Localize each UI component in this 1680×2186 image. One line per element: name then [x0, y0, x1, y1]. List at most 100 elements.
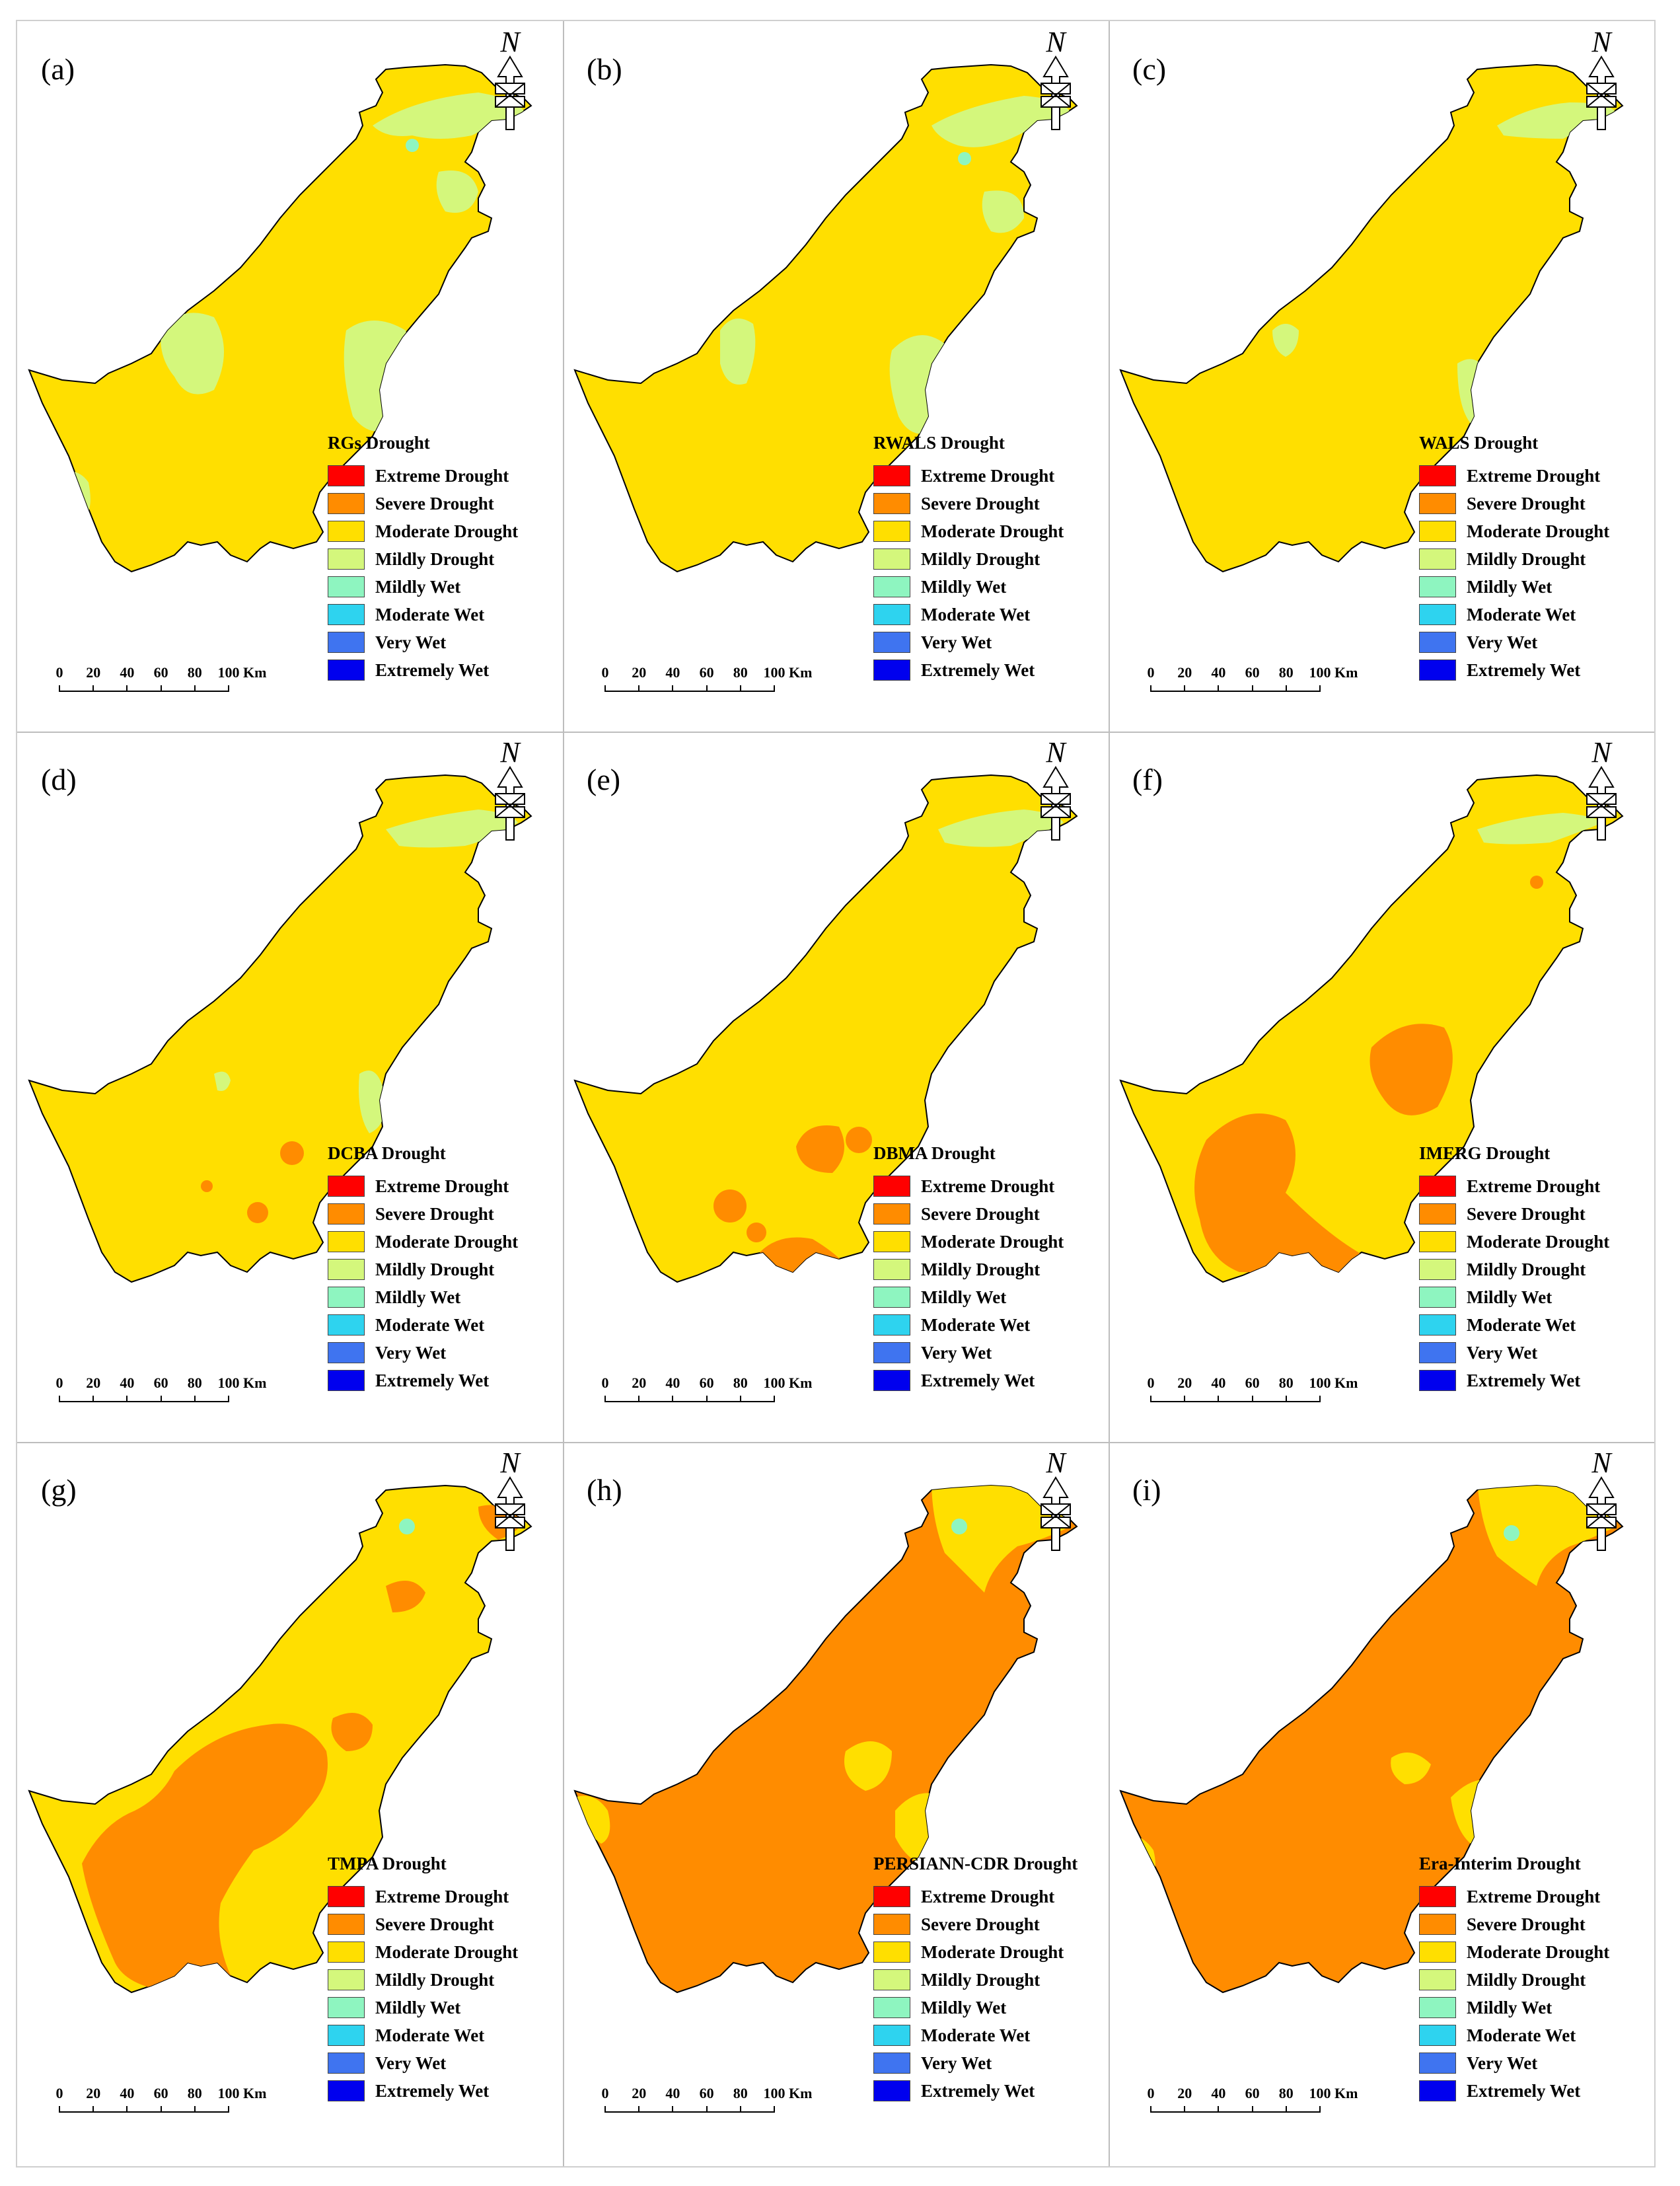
- legend-label: Extreme Drought: [375, 465, 509, 486]
- scale-tick-label: 20: [632, 1375, 647, 1391]
- legend-swatch: [328, 1914, 365, 1935]
- scale-tick: [59, 1396, 60, 1402]
- scale-tick: [1218, 685, 1220, 692]
- legend-label: Moderate Wet: [375, 1314, 485, 1335]
- legend-label: Mildly Wet: [921, 576, 1007, 597]
- map-panel-b: (b) N RWALS Drought Extreme Drought Severe D…: [562, 20, 1107, 730]
- scale-tick-label: 40: [120, 1375, 135, 1391]
- map-panel-i: (i) N Era-Interim Drought Extreme Drought Se…: [1107, 1441, 1653, 2151]
- legend-swatch: [873, 1231, 910, 1252]
- north-arrow-icon: N: [484, 734, 536, 847]
- scale-unit: Km: [789, 1375, 813, 1391]
- scale-tick-label: 80: [733, 664, 748, 681]
- scale-tick-label: 20: [86, 1375, 101, 1391]
- legend-item: Mildly Drought: [1419, 1256, 1644, 1283]
- legend-label: Mildly Wet: [375, 1997, 461, 2017]
- drought-zone: [931, 96, 1070, 147]
- legend-item: Extremely Wet: [328, 656, 552, 684]
- legend-item: Severe Drought: [873, 1910, 1098, 1938]
- legend-title: RGs Drought: [328, 433, 430, 453]
- scale-tick: [1150, 2106, 1151, 2113]
- drought-zone: [747, 1223, 766, 1242]
- scale-tick-label: 20: [1177, 2085, 1192, 2101]
- legend-label: Moderate Drought: [375, 1231, 519, 1252]
- legend-item: Severe Drought: [328, 1200, 552, 1228]
- scale-bar: 0 20 40 60 80 100 Km: [1146, 1375, 1383, 1414]
- legend-swatch: [328, 1176, 365, 1197]
- legend-item: Mildly Wet: [328, 1283, 552, 1311]
- scale-tick-label: 100: [763, 664, 785, 681]
- legend-item: Moderate Wet: [873, 601, 1098, 628]
- legend-label: Moderate Drought: [375, 1941, 519, 1962]
- legend-swatch: [1419, 521, 1456, 542]
- legend-swatch: [873, 465, 910, 486]
- legend-label: Extreme Drought: [1467, 1176, 1601, 1196]
- panel-label: (h): [587, 1473, 622, 1507]
- drought-zone: [951, 1519, 967, 1534]
- legend-swatch: [1419, 548, 1456, 570]
- legend-label: Very Wet: [1467, 632, 1538, 652]
- legend-label: Moderate Wet: [375, 2025, 485, 2045]
- legend-swatch: [1419, 632, 1456, 653]
- scale-tick-label: 20: [632, 664, 647, 681]
- grid-divider-vertical: [1109, 21, 1110, 2166]
- legend-label: Moderate Drought: [921, 1231, 1064, 1252]
- scale-tick-label: 40: [1211, 664, 1226, 681]
- scale-bar-line: [59, 2111, 229, 2113]
- legend-swatch: [873, 1997, 910, 2018]
- legend-item: Moderate Drought: [873, 1228, 1098, 1256]
- legend-item: Extremely Wet: [873, 2077, 1098, 2105]
- scale-tick: [160, 685, 162, 692]
- scale-tick: [774, 1396, 775, 1402]
- drought-zone: [982, 190, 1024, 233]
- scale-bar-line: [1151, 691, 1320, 692]
- legend-swatch: [328, 1969, 365, 1990]
- panel-label: (b): [587, 52, 622, 86]
- legend-label: Extremely Wet: [375, 660, 490, 680]
- legend-label: Very Wet: [1467, 1342, 1538, 1363]
- scale-tick-label: 100: [763, 1375, 785, 1391]
- legend-swatch: [1419, 1370, 1456, 1391]
- legend-item: Moderate Wet: [328, 2021, 552, 2049]
- legend-swatch: [873, 493, 910, 514]
- legend-item: Very Wet: [328, 2049, 552, 2077]
- legend-swatch: [328, 2025, 365, 2046]
- legend-label: Extremely Wet: [375, 1370, 490, 1390]
- legend-swatch: [1419, 1176, 1456, 1197]
- scale-tick-label: 60: [1245, 664, 1260, 681]
- legend-label: Severe Drought: [921, 1914, 1040, 1934]
- legend-label: Severe Drought: [1467, 493, 1586, 513]
- legend-label: Severe Drought: [1467, 1914, 1586, 1934]
- legend-label: Very Wet: [375, 632, 447, 652]
- scale-bar-line: [605, 1401, 774, 1402]
- legend-item: Severe Drought: [1419, 490, 1644, 517]
- scale-bar-line: [605, 2111, 774, 2113]
- map-panel-e: (e) N DBMA Drought Extreme Drought Severe Dr…: [562, 730, 1107, 1441]
- svg-text:N: N: [1045, 26, 1067, 58]
- legend-swatch: [328, 1370, 365, 1391]
- scale-tick: [1251, 2106, 1253, 2113]
- drought-zone: [1272, 324, 1299, 357]
- legend-label: Extreme Drought: [375, 1176, 509, 1196]
- svg-text:N: N: [499, 736, 521, 769]
- drought-map-c: [1120, 64, 1623, 572]
- legend-item: Very Wet: [328, 628, 552, 656]
- svg-text:N: N: [1045, 736, 1067, 769]
- scale-tick-label: 0: [1147, 664, 1155, 681]
- drought-zone: [386, 1581, 425, 1612]
- map-panel-d: (d) N DCBA Drought Extreme Drought Severe Dr…: [16, 730, 562, 1441]
- scale-bar: 0 20 40 60 80 100 Km: [600, 2085, 838, 2125]
- drought-zone: [1497, 102, 1616, 139]
- scale-tick: [59, 685, 60, 692]
- legend-label: Moderate Drought: [1467, 521, 1610, 541]
- legend-item: Mildly Wet: [873, 1283, 1098, 1311]
- drought-zone: [1391, 1753, 1431, 1784]
- scale-tick: [1218, 1396, 1220, 1402]
- legend-swatch: [873, 1914, 910, 1935]
- legend-item: Extreme Drought: [328, 462, 552, 490]
- svg-text:N: N: [499, 1447, 521, 1479]
- scale-tick-label: 20: [86, 2085, 101, 2101]
- legend-item: Moderate Drought: [328, 1228, 552, 1256]
- legend-item: Extreme Drought: [328, 1883, 552, 1910]
- legend-item: Moderate Wet: [1419, 1311, 1644, 1339]
